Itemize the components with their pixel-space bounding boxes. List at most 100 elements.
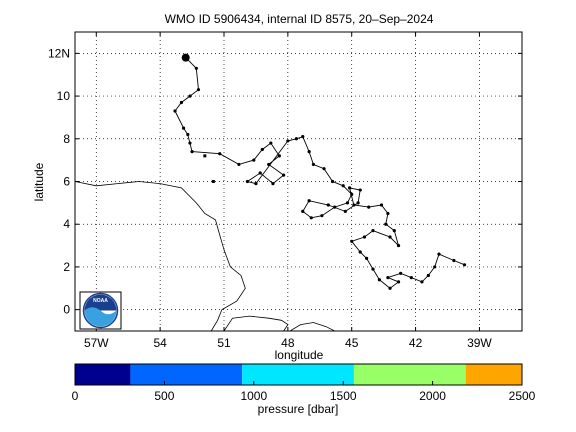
profile-point	[384, 222, 388, 226]
pressure-colorbar: 0 500 1000 1500 2000 2500 pressure [dbar]	[72, 363, 536, 416]
profile-point	[386, 276, 390, 280]
colorbar-tick-label: 0	[72, 389, 79, 403]
profile-point	[286, 139, 290, 143]
x-tick-label: 39W	[467, 336, 492, 350]
profile-point	[271, 182, 275, 186]
y-tick-label: 6	[63, 175, 70, 189]
profile-point	[237, 162, 241, 167]
y-tick-label: 8	[63, 132, 70, 146]
colorbar-tick-label: 500	[154, 389, 174, 403]
colorbar-tick-label: 1500	[330, 389, 357, 403]
noaa-logo: NOAA	[79, 291, 122, 330]
y-tick-label: 10	[57, 89, 71, 103]
profile-point	[388, 235, 392, 239]
profile-point	[186, 132, 190, 137]
colorbar-band	[130, 364, 243, 385]
coastline-mainland	[75, 181, 246, 331]
profile-point	[258, 171, 262, 175]
profile-point	[356, 201, 360, 205]
profile-point	[277, 154, 281, 158]
colorbar-band	[465, 364, 522, 385]
colorbar-ticks: 0 500 1000 1500 2000 2500	[72, 381, 536, 403]
profile-point	[218, 152, 222, 156]
map-plot: 57W 54 51 48 45 42 39W 0 2 4 6 8 10 12N WMO ID 59064…	[32, 12, 523, 362]
trajectory-line	[174, 57, 465, 289]
colorbar-band	[242, 364, 354, 385]
profile-point	[196, 88, 201, 92]
y-tick-label: 2	[63, 260, 70, 274]
colorbar-frame	[74, 363, 523, 386]
profile-point	[307, 150, 311, 154]
chart-title: WMO ID 5906434, internal ID 8575, 20–Sep…	[165, 12, 434, 26]
y-tick-label: 4	[63, 217, 70, 231]
profile-point	[352, 203, 356, 207]
profile-point	[203, 154, 207, 158]
profile-point	[388, 286, 392, 290]
profile-point	[409, 276, 413, 280]
x-axis-label: longitude	[275, 348, 324, 362]
profile-point	[365, 256, 369, 260]
profile-point	[371, 267, 375, 271]
x-axis-ticks: 57W 54 51 48 45 42 39W	[84, 32, 492, 350]
x-tick-label: 57W	[84, 336, 109, 350]
profile-point	[190, 150, 194, 154]
profile-point	[371, 229, 375, 233]
colorbar-tick-label: 2500	[509, 389, 536, 403]
noaa-logo-text: NOAA	[93, 298, 108, 304]
colorbar-label: pressure [dbar]	[258, 402, 339, 416]
grid-lines	[75, 32, 522, 331]
y-axis-ticks: 0 2 4 6 8 10 12N	[48, 46, 522, 317]
profile-point	[343, 209, 347, 213]
x-tick-label: 45	[345, 336, 359, 350]
profile-point	[396, 280, 401, 284]
profile-point	[260, 147, 264, 152]
profile-point	[322, 167, 326, 171]
coastline-east	[289, 322, 335, 331]
colorbar-bands	[75, 364, 522, 385]
profile-point	[188, 94, 192, 98]
colorbar-band	[353, 364, 466, 385]
profile-point	[396, 243, 401, 248]
profile-point	[301, 209, 305, 213]
profile-point	[267, 162, 271, 167]
profile-point	[399, 271, 403, 275]
y-axis-label: latitude	[32, 162, 46, 201]
coastline	[75, 181, 335, 331]
profile-point	[173, 109, 177, 113]
x-tick-label: 51	[217, 336, 231, 350]
float-trajectory	[173, 53, 467, 290]
colorbar-tick-label: 1000	[240, 389, 267, 403]
x-tick-label: 54	[153, 336, 167, 350]
profile-point	[294, 137, 298, 141]
profile-point	[301, 135, 305, 139]
profile-point	[379, 203, 384, 207]
profile-point	[358, 188, 362, 192]
profile-point	[362, 235, 367, 239]
profile-point	[211, 180, 215, 183]
profile-point	[386, 211, 390, 216]
colorbar-tick-label: 2000	[419, 389, 446, 403]
profile-point	[307, 199, 311, 203]
profile-point	[320, 214, 324, 218]
profile-point	[245, 179, 250, 184]
profile-point	[282, 173, 286, 177]
profile-point	[194, 66, 198, 70]
start-marker	[181, 53, 190, 62]
profile-point	[392, 229, 396, 233]
profile-point	[309, 216, 313, 220]
profile-point	[420, 280, 424, 284]
profile-point	[452, 258, 456, 263]
profile-point	[254, 182, 258, 186]
profile-point	[345, 201, 350, 205]
y-tick-label: 0	[63, 303, 70, 317]
profile-point	[350, 239, 354, 243]
profile-point	[437, 252, 441, 256]
profile-point	[367, 205, 371, 209]
profile-point	[252, 158, 256, 162]
profile-point	[333, 205, 337, 209]
profile-point	[188, 141, 192, 145]
profile-point	[377, 278, 381, 282]
profile-point	[347, 186, 352, 190]
profile-point	[311, 162, 315, 167]
